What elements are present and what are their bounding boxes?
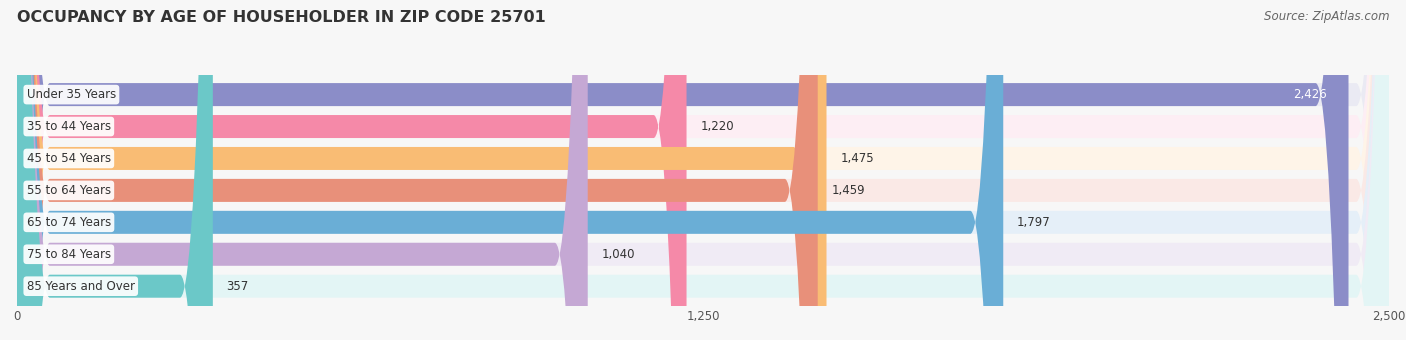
Text: 55 to 64 Years: 55 to 64 Years [27, 184, 111, 197]
Text: 1,459: 1,459 [831, 184, 865, 197]
Text: 1,797: 1,797 [1017, 216, 1050, 229]
FancyBboxPatch shape [17, 0, 1389, 340]
Text: Source: ZipAtlas.com: Source: ZipAtlas.com [1264, 10, 1389, 23]
FancyBboxPatch shape [17, 0, 1389, 340]
Text: 1,220: 1,220 [700, 120, 734, 133]
FancyBboxPatch shape [17, 0, 1389, 340]
Text: 65 to 74 Years: 65 to 74 Years [27, 216, 111, 229]
Text: 45 to 54 Years: 45 to 54 Years [27, 152, 111, 165]
Text: 357: 357 [226, 280, 249, 293]
FancyBboxPatch shape [17, 0, 1389, 340]
Text: OCCUPANCY BY AGE OF HOUSEHOLDER IN ZIP CODE 25701: OCCUPANCY BY AGE OF HOUSEHOLDER IN ZIP C… [17, 10, 546, 25]
Text: 2,426: 2,426 [1292, 88, 1326, 101]
Text: 85 Years and Over: 85 Years and Over [27, 280, 135, 293]
Text: 35 to 44 Years: 35 to 44 Years [27, 120, 111, 133]
Text: 1,475: 1,475 [841, 152, 875, 165]
Text: 75 to 84 Years: 75 to 84 Years [27, 248, 111, 261]
FancyBboxPatch shape [17, 0, 212, 340]
FancyBboxPatch shape [17, 0, 1389, 340]
FancyBboxPatch shape [17, 0, 686, 340]
Text: 1,040: 1,040 [602, 248, 636, 261]
FancyBboxPatch shape [17, 0, 1389, 340]
Text: Under 35 Years: Under 35 Years [27, 88, 117, 101]
FancyBboxPatch shape [17, 0, 1348, 340]
FancyBboxPatch shape [17, 0, 1389, 340]
FancyBboxPatch shape [17, 0, 588, 340]
FancyBboxPatch shape [17, 0, 818, 340]
FancyBboxPatch shape [17, 0, 827, 340]
FancyBboxPatch shape [17, 0, 1004, 340]
